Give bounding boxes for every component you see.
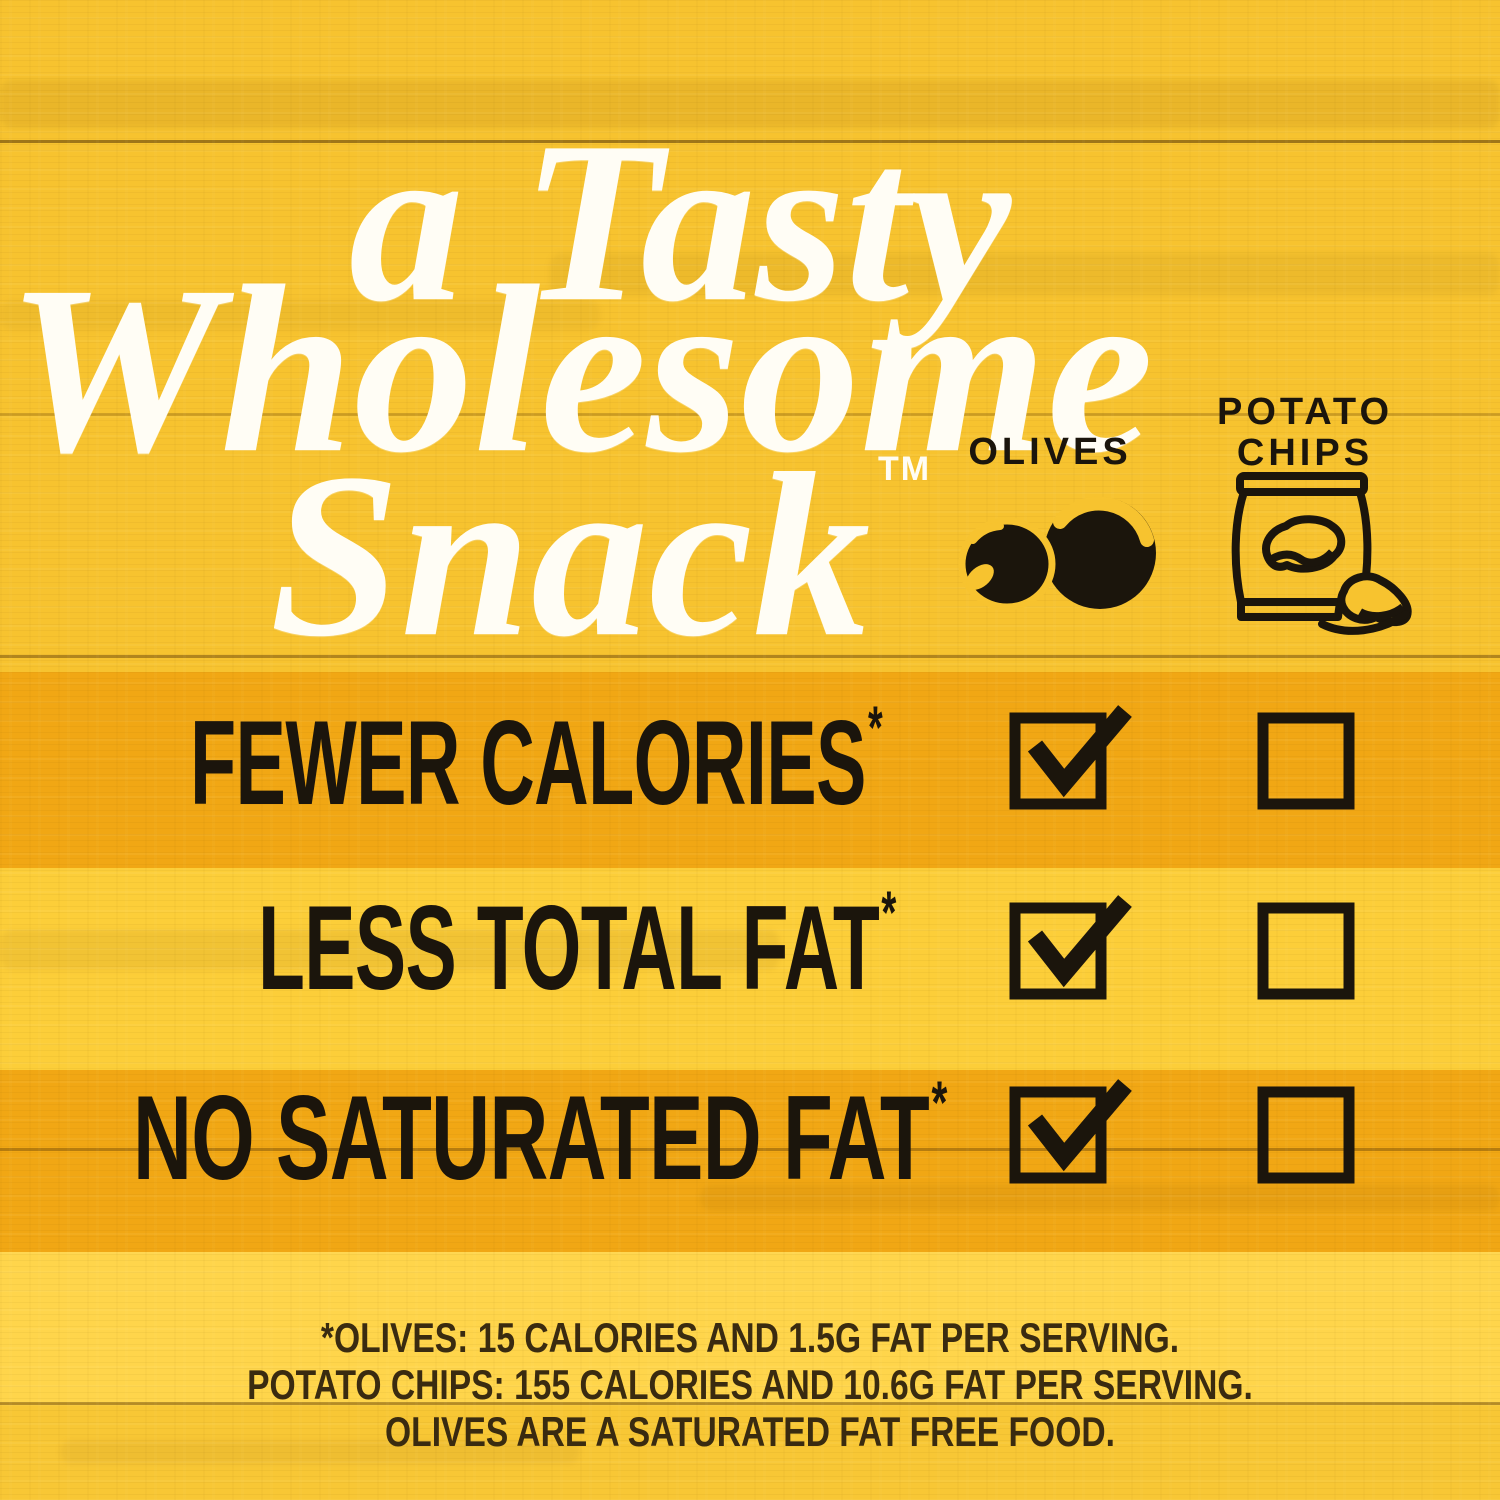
title-line-2: Wholesome: [6, 236, 1154, 502]
olives-icon: [958, 496, 1156, 611]
row2-asterisk: *: [881, 879, 896, 947]
plank-seam-line: [0, 1148, 1500, 1151]
checkbox-icon: [1257, 902, 1355, 1000]
title-line-3: Snack: [269, 425, 871, 685]
background-band-footer: [0, 1252, 1500, 1403]
chips-column-label: POTATO CHIPS: [1205, 392, 1405, 474]
row3-label-text: NO SATURATED FAT: [133, 1071, 930, 1205]
row2-olives-checkbox: [1008, 861, 1158, 1001]
plank-seam-line: [0, 140, 1500, 143]
background-band-row2: [0, 868, 1500, 1070]
row3-chips-checkbox: [1256, 1045, 1406, 1185]
row2-label: LESS TOTAL FAT*: [258, 883, 896, 1008]
checkbox-icon: [1009, 1079, 1132, 1184]
wood-grain-smudge: [0, 930, 780, 970]
title-line-1: a Tasty: [348, 94, 1012, 349]
wood-grain-smudge: [550, 253, 1500, 295]
chips-column-label-line1: POTATO: [1217, 391, 1393, 433]
plank-seam-line: [0, 413, 1500, 416]
row1-label-text: FEWER CALORIES: [190, 696, 866, 830]
row3-olives-checkbox: [1008, 1045, 1158, 1185]
background-band-top: [0, 0, 1500, 672]
checkbox-icon: [1009, 895, 1132, 1000]
olives-column-label: OLIVES: [968, 431, 1132, 473]
row3-asterisk: *: [931, 1069, 947, 1137]
row1-chips-checkbox: [1256, 671, 1406, 811]
row1-label: FEWER CALORIES*: [190, 698, 883, 823]
chips-bag-icon: [1231, 472, 1412, 635]
background-band-row1: [0, 672, 1500, 868]
checkbox-icon: [1009, 705, 1132, 810]
row1-asterisk: *: [868, 694, 883, 762]
footnote-line-1: *OLIVES: 15 CALORIES AND 1.5G FAT PER SE…: [320, 1314, 1180, 1361]
wood-grain-smudge: [0, 300, 600, 330]
footnote-line-3: OLIVES ARE A SATURATED FAT FREE FOOD.: [385, 1408, 1115, 1455]
background-band-bottom: [0, 1403, 1500, 1500]
row3-label: NO SATURATED FAT*: [133, 1073, 947, 1198]
plank-seam-line: [0, 655, 1500, 658]
row2-chips-checkbox: [1256, 861, 1406, 1001]
wood-grain-smudge: [700, 1185, 1500, 1211]
plank-seam-line: [0, 1402, 1500, 1405]
checkbox-icon: [1257, 712, 1355, 810]
background-band-row3: [0, 1070, 1500, 1252]
row2-label-text: LESS TOTAL FAT: [258, 881, 880, 1015]
wood-grain-smudge: [0, 80, 1500, 128]
footnote-line-2: POTATO CHIPS: 155 CALORIES AND 10.6G FAT…: [247, 1361, 1253, 1408]
row1-olives-checkbox: [1008, 671, 1158, 811]
trademark-symbol: TM: [878, 450, 932, 488]
checkbox-icon: [1257, 1086, 1355, 1184]
wood-grain-smudge: [60, 1440, 580, 1464]
footnotes: *OLIVES: 15 CALORIES AND 1.5G FAT PER SE…: [0, 1314, 1500, 1455]
chips-column-label-line2: CHIPS: [1236, 432, 1374, 474]
